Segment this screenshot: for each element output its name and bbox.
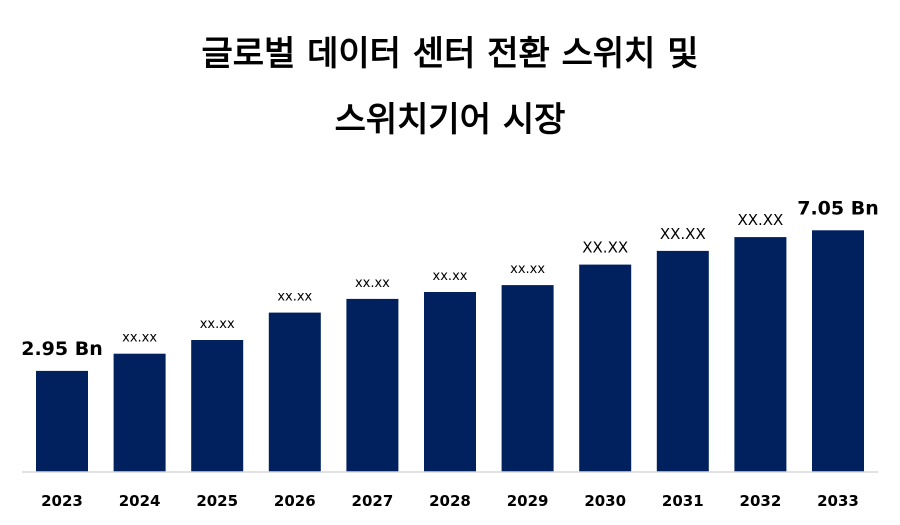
bar-2030 xyxy=(579,264,632,472)
bar-2028 xyxy=(424,292,476,472)
bar-2026 xyxy=(268,312,321,472)
bar-2027 xyxy=(346,298,399,472)
x-tick-label-2030: 2030 xyxy=(584,492,626,510)
data-label-2024: xx.xx xyxy=(122,331,157,346)
x-tick-label-2033: 2033 xyxy=(817,492,859,510)
bar-2031 xyxy=(656,250,709,472)
data-label-2031: XX.XX xyxy=(660,225,706,243)
data-label-2028: xx.xx xyxy=(433,269,468,284)
data-label-2023: 2.95 Bn xyxy=(21,338,103,360)
data-label-2025: xx.xx xyxy=(200,317,235,332)
bar-2029 xyxy=(501,285,554,472)
data-label-2033: 7.05 Bn xyxy=(797,197,879,219)
bar-2023 xyxy=(36,370,88,472)
x-tick-label-2027: 2027 xyxy=(352,492,394,510)
x-tick-label-2028: 2028 xyxy=(429,492,471,510)
bars-layer xyxy=(36,230,864,472)
x-tick-label-2026: 2026 xyxy=(274,492,316,510)
x-tick-label-2029: 2029 xyxy=(507,492,549,510)
data-labels-layer: 2.95 Bn xx.xx xx.xx xx.xx xx.xx xx.xx xx.xx XX.… xyxy=(21,197,879,360)
data-label-2026: xx.xx xyxy=(277,290,312,305)
chart-title-line-1: 글로벌 데이터 센터 전환 스위치 및 xyxy=(201,34,699,74)
x-tick-label-2025: 2025 xyxy=(196,492,238,510)
x-tick-labels-layer: 2023 2024 2025 2026 2027 2028 2029 2030 2031 2032… xyxy=(41,492,859,510)
x-tick-label-2032: 2032 xyxy=(740,492,782,510)
x-tick-label-2031: 2031 xyxy=(662,492,704,510)
data-label-2029: xx.xx xyxy=(510,262,545,277)
bar-2024 xyxy=(113,353,166,472)
bar-2033 xyxy=(812,230,864,472)
data-label-2032: XX.XX xyxy=(737,211,783,229)
bar-2025 xyxy=(191,340,244,472)
x-tick-label-2023: 2023 xyxy=(41,492,83,510)
chart-title-line-2: 스위치기어 시장 xyxy=(334,100,566,140)
data-label-2027: xx.xx xyxy=(355,276,390,291)
bar-2032 xyxy=(734,237,787,472)
x-tick-label-2024: 2024 xyxy=(119,492,161,510)
data-label-2030: XX.XX xyxy=(582,239,628,257)
